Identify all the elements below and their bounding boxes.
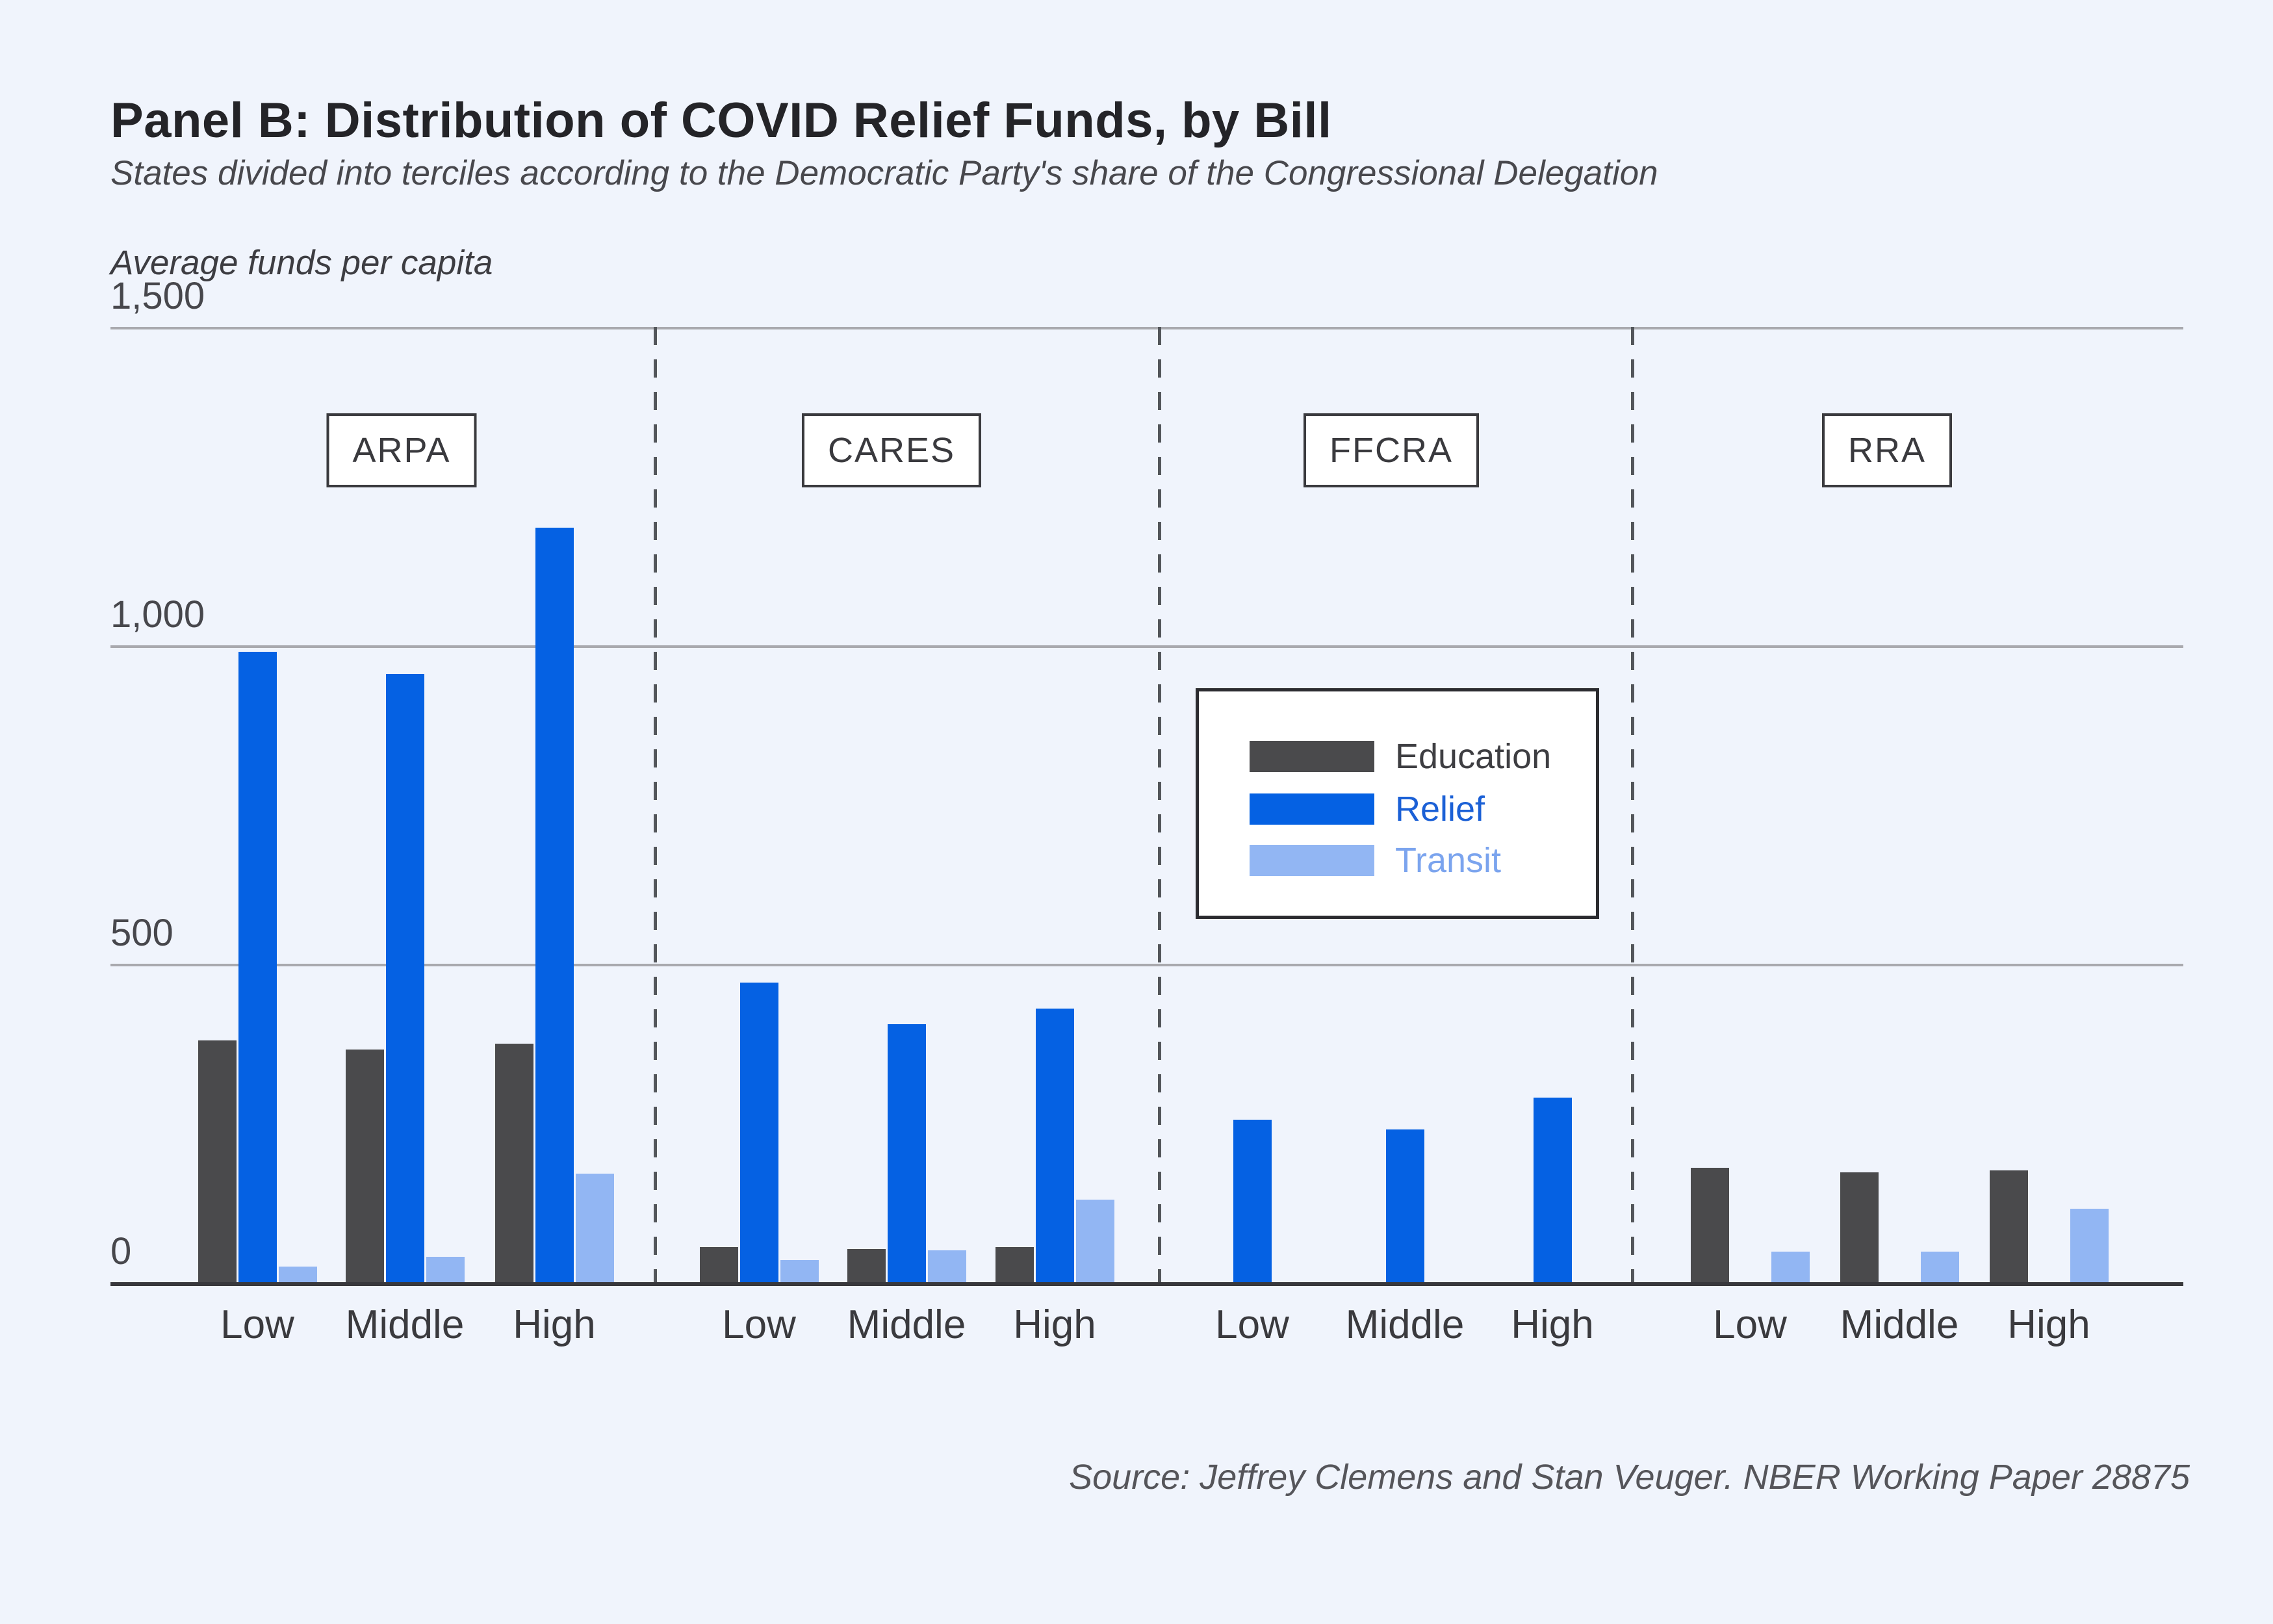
bar-education-rra-high [1989,1170,2028,1282]
bar-education-arpa-middle [345,1050,384,1282]
bar-transit-rra-low [1771,1251,1810,1282]
bar-transit-rra-high [2070,1209,2109,1282]
bar-education-arpa-high [494,1043,533,1282]
transit-swatch [1250,845,1374,876]
x-tick-label-arpa-low: Low [220,1302,294,1347]
chart-title: Panel B: Distribution of COVID Relief Fu… [110,93,1332,148]
x-axis-line [110,1282,2183,1286]
legend-label-relief: Relief [1395,790,1485,829]
education-swatch [1250,741,1374,772]
chart-subtitle: States divided into terciles according t… [110,154,1658,192]
bill-label-arpa: ARPA [326,413,477,487]
bar-transit-arpa-middle [426,1256,465,1282]
x-tick-label-ffcra-middle: Middle [1345,1302,1465,1347]
panel-separator-3 [1631,327,1634,1282]
bar-transit-cares-low [780,1259,819,1282]
legend-entry-transit: Transit [1250,841,1502,880]
bar-education-cares-low [699,1247,738,1282]
x-tick-label-ffcra-low: Low [1215,1302,1289,1347]
y-tick-label-1000: 1,000 [110,593,205,636]
legend-entry-education: Education [1250,737,1552,776]
source-note: Source: Jeffrey Clemens and Stan Veuger.… [1069,1458,2190,1497]
bill-label-ffcra: FFCRA [1303,413,1479,487]
x-tick-label-cares-high: High [1013,1302,1096,1347]
bar-transit-arpa-high [575,1174,614,1282]
x-tick-label-cares-middle: Middle [847,1302,966,1347]
bar-education-rra-low [1690,1167,1729,1282]
gridline-500 [110,964,2183,966]
bar-transit-rra-middle [1920,1251,1959,1282]
bar-relief-ffcra-middle [1385,1129,1424,1282]
x-tick-label-rra-high: High [2007,1302,2090,1347]
x-tick-label-rra-middle: Middle [1840,1302,1959,1347]
bar-relief-arpa-low [238,651,277,1282]
x-tick-label-arpa-middle: Middle [345,1302,465,1347]
bar-relief-cares-high [1035,1008,1074,1282]
bar-education-cares-middle [847,1249,886,1282]
panel-separator-2 [1158,327,1161,1282]
legend-entry-relief: Relief [1250,790,1485,829]
bill-label-rra: RRA [1821,413,1953,487]
bar-relief-cares-middle [887,1024,926,1282]
bar-transit-cares-high [1075,1199,1114,1282]
bill-label-cares: CARES [801,413,982,487]
y-tick-label-500: 500 [110,912,173,954]
bar-transit-cares-middle [927,1250,966,1282]
x-tick-label-ffcra-high: High [1511,1302,1594,1347]
y-tick-label-1500: 1,500 [110,275,205,317]
bar-relief-cares-low [739,983,778,1282]
gridline-1000 [110,645,2183,648]
bar-education-cares-high [995,1247,1034,1282]
gridline-1500 [110,327,2183,329]
bar-relief-arpa-middle [385,674,424,1282]
y-tick-label-0: 0 [110,1230,132,1272]
legend-label-transit: Transit [1395,841,1502,880]
bar-education-rra-middle [1840,1172,1879,1282]
legend-label-education: Education [1395,737,1552,776]
y-axis-label: Average funds per capita [110,244,493,282]
x-tick-label-cares-low: Low [722,1302,796,1347]
bar-transit-arpa-low [278,1266,317,1282]
relief-swatch [1250,793,1374,825]
legend: Education Relief Transit [1196,688,1599,919]
bar-relief-ffcra-high [1533,1097,1572,1282]
panel-separator-1 [654,327,657,1282]
x-tick-label-arpa-high: High [513,1302,596,1347]
bar-education-arpa-low [198,1040,237,1282]
bar-relief-arpa-high [535,527,574,1282]
x-tick-label-rra-low: Low [1713,1302,1787,1347]
bar-relief-ffcra-low [1233,1120,1272,1282]
